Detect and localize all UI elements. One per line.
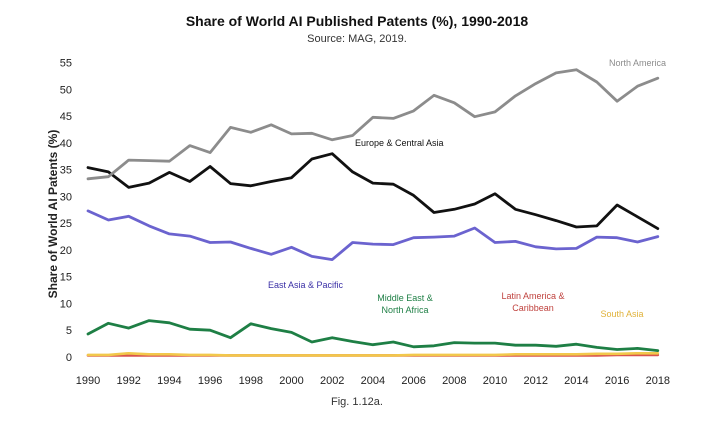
series-lines [86, 68, 660, 357]
series-label-line: North Africa [381, 305, 428, 315]
x-tick-label: 1996 [198, 375, 222, 387]
series-line-middle-east-and-north-africa [86, 319, 660, 352]
y-tick-label: 25 [60, 218, 72, 230]
x-tick-label: 2000 [279, 375, 303, 387]
x-tick-label: 2002 [320, 375, 344, 387]
x-tick-label: 2010 [483, 375, 507, 387]
x-tick-label: 2012 [523, 375, 547, 387]
x-tick-label: 1992 [116, 375, 140, 387]
x-tick-label: 1994 [157, 375, 181, 387]
y-tick-label: 0 [66, 352, 72, 364]
x-tick-label: 2006 [401, 375, 425, 387]
y-tick-label: 15 [60, 272, 72, 284]
series-label-line: Caribbean [512, 303, 554, 313]
series-label-line: South Asia [600, 309, 643, 319]
series-label-east-asia-and-pacific: East Asia & Pacific [268, 280, 344, 290]
y-tick-label: 5 [66, 325, 72, 337]
series-labels: North America Europe & Central Asia East A… [268, 58, 666, 319]
y-tick-label: 20 [60, 245, 72, 257]
series-label-line: North America [609, 58, 666, 68]
series-label-line: Latin America & [501, 291, 564, 301]
series-label-europe-and-central-asia: Europe & Central Asia [355, 138, 444, 148]
series-label-line: Europe & Central Asia [355, 138, 444, 148]
x-tick-label: 1990 [76, 375, 100, 387]
y-axis-label: Share of World AI Patents (%) [46, 130, 60, 299]
chart-subtitle: Source: MAG, 2019. [307, 33, 407, 45]
series-line-south-asia [86, 352, 660, 357]
figure-caption: Fig. 1.12a. [331, 396, 383, 408]
series-label-north-america: North America [609, 58, 666, 68]
x-tick-label: 2004 [361, 375, 385, 387]
y-tick-label: 40 [60, 138, 72, 150]
y-tick-label: 35 [60, 165, 72, 177]
y-tick-label: 55 [60, 58, 72, 70]
series-label-south-asia: South Asia [600, 309, 643, 319]
x-tick-label: 2008 [442, 375, 466, 387]
x-tick-label: 2018 [646, 375, 670, 387]
series-line-east-asia-and-pacific [86, 209, 660, 261]
series-line-europe-and-central-asia [86, 152, 660, 230]
series-label-latin-america-and-caribbean: Latin America & Caribbean [501, 291, 564, 313]
series-label-middle-east-and-north-africa: Middle East & North Africa [377, 293, 433, 315]
y-tick-label: 30 [60, 191, 72, 203]
x-tick-label: 2014 [564, 375, 588, 387]
series-label-line: East Asia & Pacific [268, 280, 344, 290]
x-tick-label: 1998 [239, 375, 263, 387]
x-tick-labels: 1990 1992 1994 1996 1998 2000 2002 2004 2006 2008… [76, 375, 670, 387]
x-tick-label: 2016 [605, 375, 629, 387]
series-label-line: Middle East & [377, 293, 433, 303]
y-tick-labels: 0 5 10 15 20 25 30 35 40 45 50 55 [60, 58, 72, 364]
y-tick-label: 10 [60, 298, 72, 310]
series-line-north-america [86, 68, 660, 181]
chart-title: Share of World AI Published Patents (%),… [186, 13, 529, 29]
y-tick-label: 50 [60, 84, 72, 96]
y-tick-label: 45 [60, 111, 72, 123]
